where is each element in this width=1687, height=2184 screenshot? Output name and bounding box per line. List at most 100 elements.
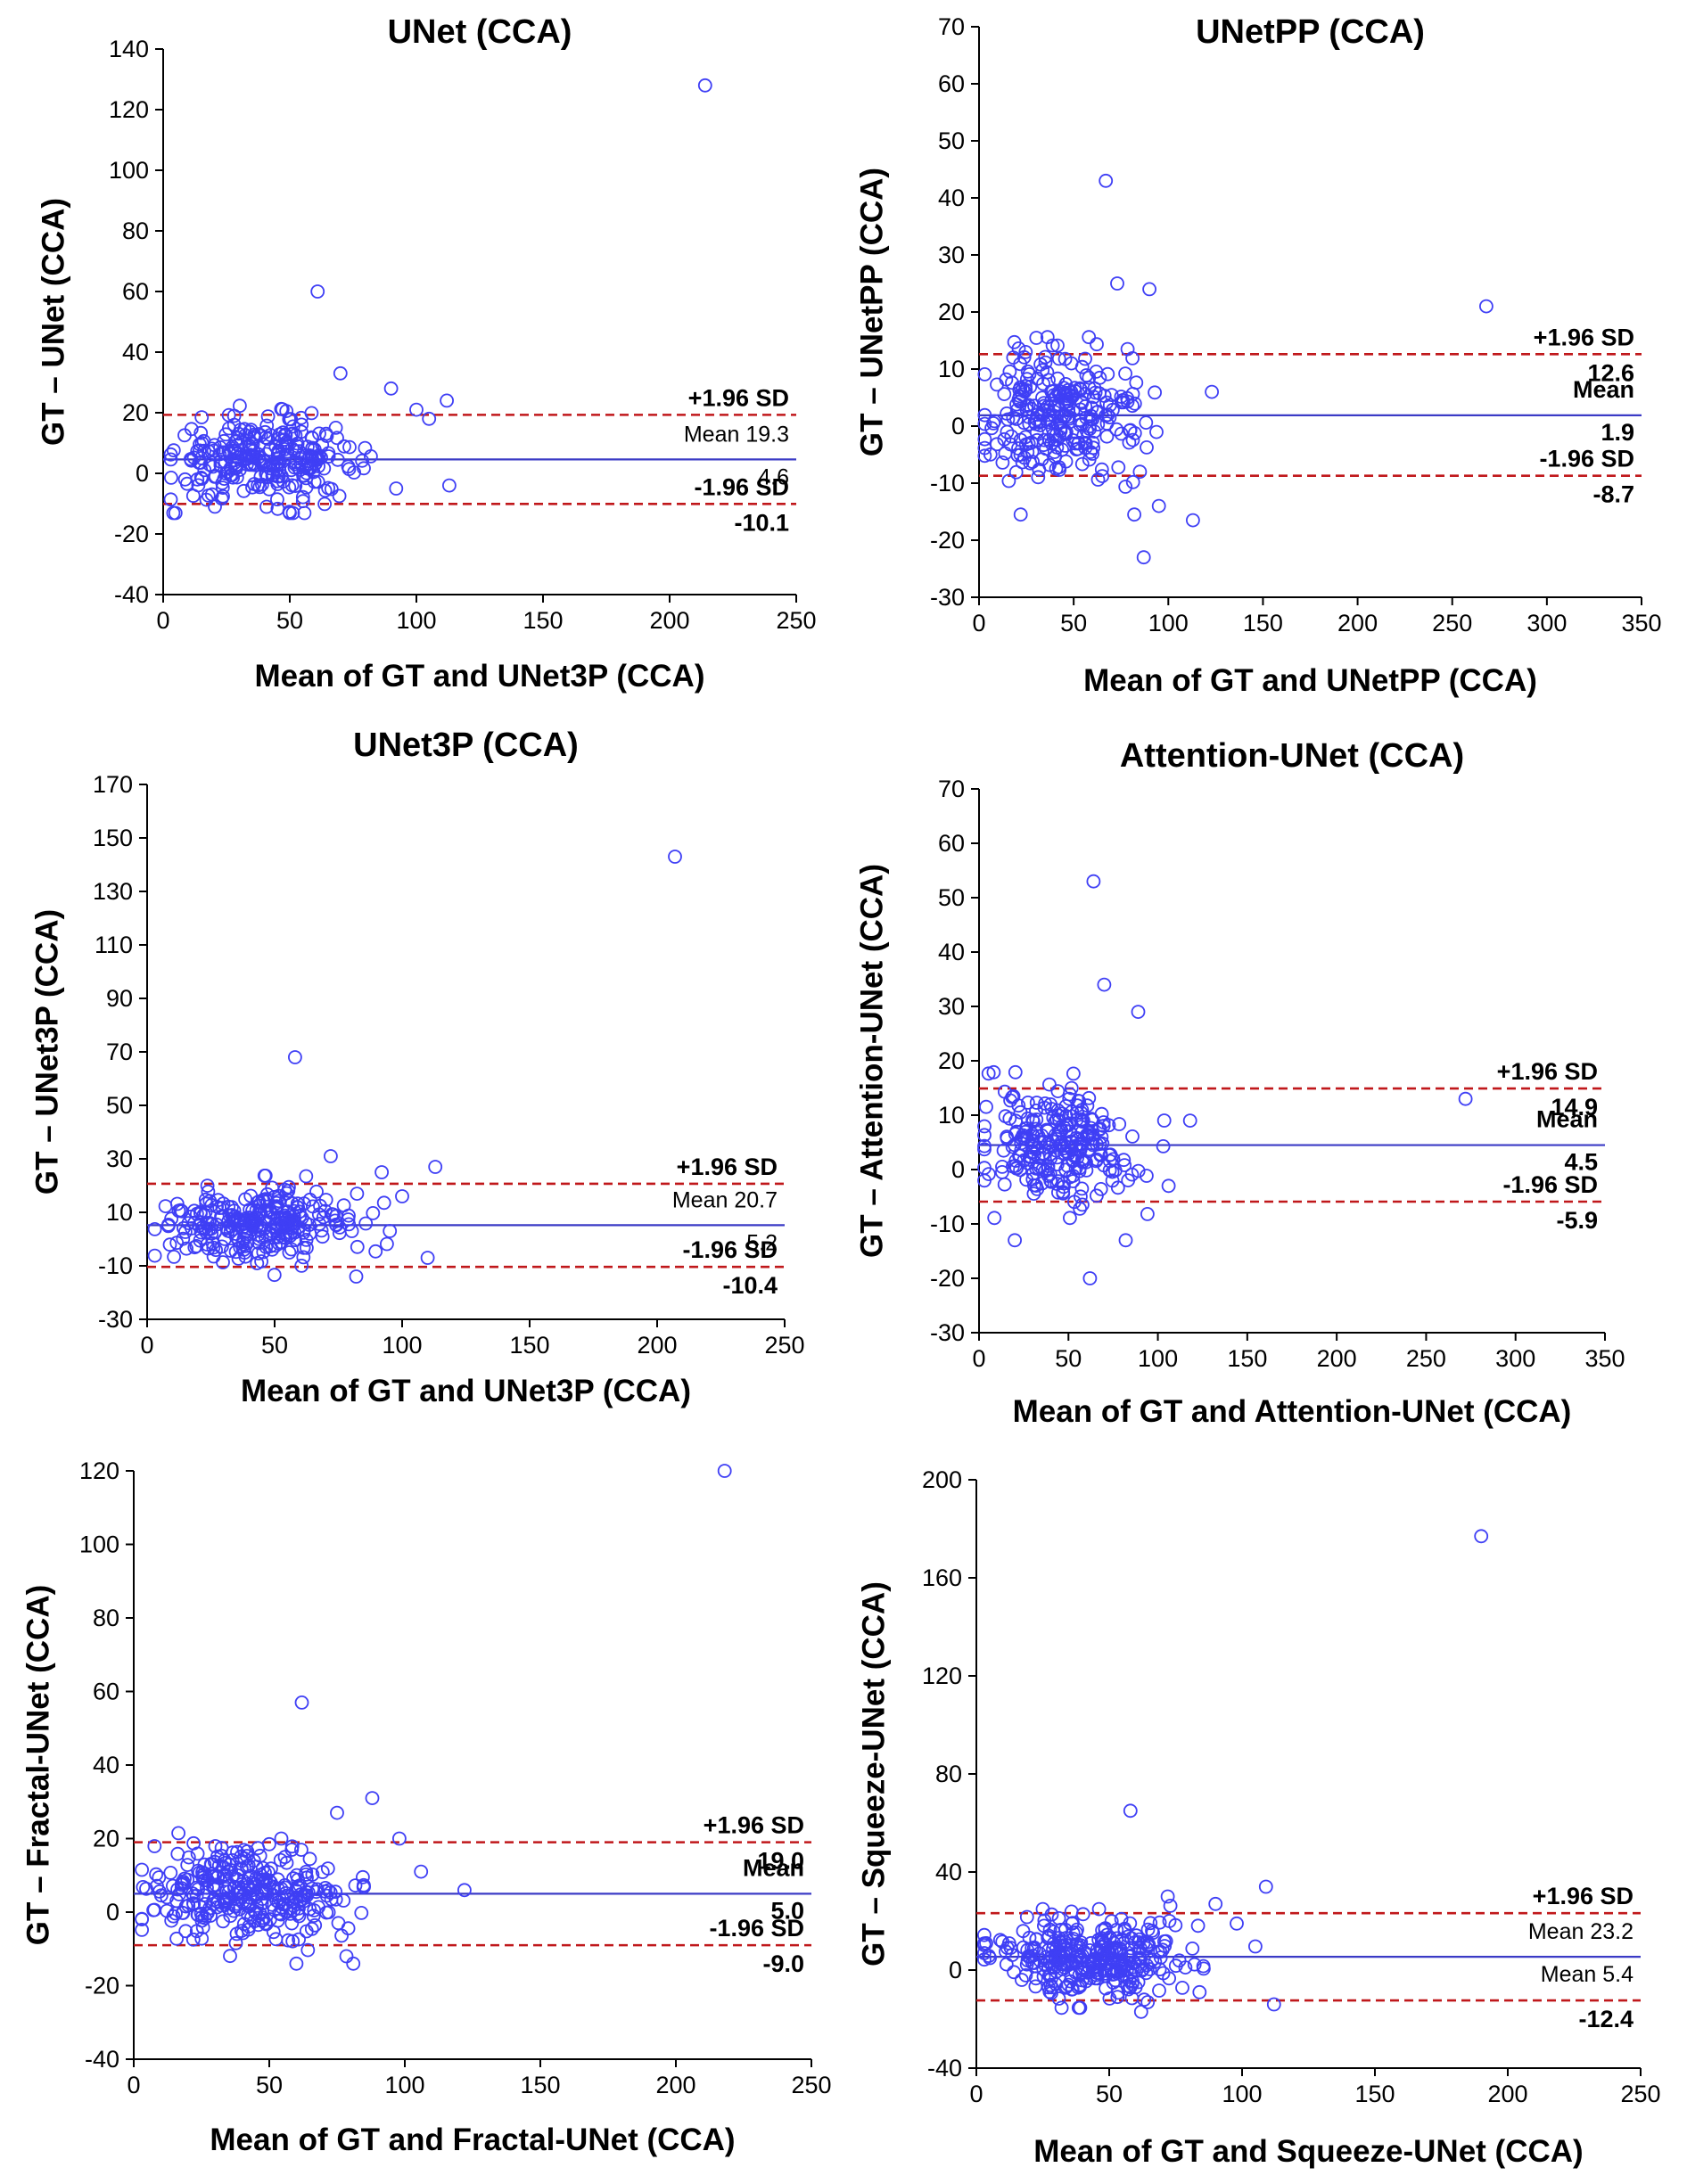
data-point (979, 1099, 993, 1114)
data-point (1140, 1939, 1156, 1954)
data-point (315, 1229, 330, 1244)
y-tick-label: 150 (93, 825, 133, 851)
data-point (274, 1831, 289, 1846)
data-point (1088, 385, 1103, 400)
data-point (186, 1889, 202, 1903)
data-point (206, 1893, 221, 1908)
y-tick-label: 30 (106, 1145, 133, 1172)
data-point (309, 1184, 324, 1199)
data-point (312, 426, 326, 441)
mean-label: Mean (1573, 376, 1634, 403)
data-point (1127, 425, 1142, 440)
data-point (181, 1216, 196, 1230)
data-point (294, 1695, 309, 1710)
mean-label: Mean (1536, 1106, 1598, 1133)
data-point (1025, 1127, 1040, 1142)
data-point (267, 1268, 282, 1283)
y-tick-label: 40 (938, 939, 965, 965)
data-point (1031, 470, 1046, 485)
data-point (299, 1233, 314, 1247)
data-point (1078, 351, 1092, 366)
data-point (270, 501, 285, 516)
data-point (1190, 1918, 1206, 1934)
data-point (290, 439, 305, 454)
data-point (1049, 1150, 1065, 1165)
data-point (199, 492, 214, 507)
y-tick-label: -10 (98, 1252, 133, 1279)
x-tick-label: 0 (972, 1345, 985, 1372)
data-point (1172, 1953, 1187, 1968)
data-point (223, 1949, 237, 1964)
data-point (348, 1878, 363, 1893)
data-point (238, 450, 253, 465)
data-point (1094, 1931, 1109, 1946)
data-point (285, 426, 300, 441)
data-point (1131, 1934, 1146, 1950)
data-point (1062, 1091, 1077, 1106)
data-point (270, 477, 285, 491)
y-tick-label: 80 (122, 218, 149, 244)
data-point (376, 1195, 391, 1211)
data-point (320, 1861, 335, 1876)
data-point (342, 439, 357, 455)
data-point (269, 456, 284, 471)
chart-panel-6: -40 0 40 80 120 160 200 0 50 100 150 200 250 Mean of … (856, 1466, 1660, 2169)
data-point (1024, 435, 1039, 450)
y-tick-label: 20 (938, 1047, 965, 1074)
data-point (328, 1884, 343, 1900)
data-point (1020, 1111, 1035, 1126)
data-point (221, 407, 236, 423)
data-point (1019, 1909, 1034, 1925)
y-tick-label: 120 (922, 1663, 962, 1689)
x-axis-label: Mean of GT and UNet3P (CCA) (255, 659, 705, 694)
data-point (263, 442, 277, 457)
data-point (1058, 1957, 1074, 1972)
data-point (288, 479, 303, 493)
data-point (321, 449, 336, 464)
x-tick-label: 50 (256, 2072, 283, 2098)
data-point (261, 1877, 276, 1893)
data-point (1027, 1956, 1041, 1971)
data-point (292, 1893, 307, 1909)
data-point (1058, 1099, 1074, 1113)
data-point (292, 1909, 307, 1924)
data-point (207, 438, 222, 453)
data-point (1033, 418, 1048, 433)
data-point (1049, 427, 1064, 442)
x-tick-label: 0 (127, 2072, 140, 2098)
data-point (358, 440, 373, 456)
data-point (1038, 1096, 1052, 1111)
data-point (355, 1869, 370, 1884)
data-point (1064, 1904, 1079, 1919)
x-tick-label: 100 (396, 607, 436, 634)
data-point (1142, 1962, 1157, 1976)
data-point (339, 1949, 354, 1964)
data-point (1059, 389, 1074, 404)
data-point (219, 1893, 235, 1909)
data-point (1005, 1948, 1020, 1962)
data-point (204, 1226, 219, 1241)
x-tick-label: 150 (1354, 2081, 1395, 2107)
data-point (977, 1952, 992, 1967)
data-point (1125, 474, 1140, 489)
y-tick-label: 200 (922, 1466, 962, 1493)
mean-value: 1.9 (1601, 419, 1634, 446)
y-tick-label: 20 (122, 399, 149, 426)
data-point (304, 1921, 319, 1936)
data-point (1006, 1088, 1021, 1104)
data-point (1266, 1997, 1281, 2012)
data-point (1095, 469, 1110, 483)
data-point (1185, 1941, 1200, 1956)
x-tick-label: 150 (523, 607, 563, 634)
data-point (1140, 1995, 1156, 2009)
y-tick-label: 50 (106, 1092, 133, 1119)
data-point (1097, 977, 1112, 992)
data-point (251, 1841, 266, 1856)
data-point (1258, 1879, 1273, 1894)
data-point (428, 1160, 443, 1174)
y-tick-label: 10 (106, 1199, 133, 1226)
lower-limit-label: -1.96 SD (1502, 1171, 1598, 1198)
data-point (977, 1119, 992, 1134)
data-point (168, 505, 183, 521)
data-point (241, 1896, 256, 1911)
